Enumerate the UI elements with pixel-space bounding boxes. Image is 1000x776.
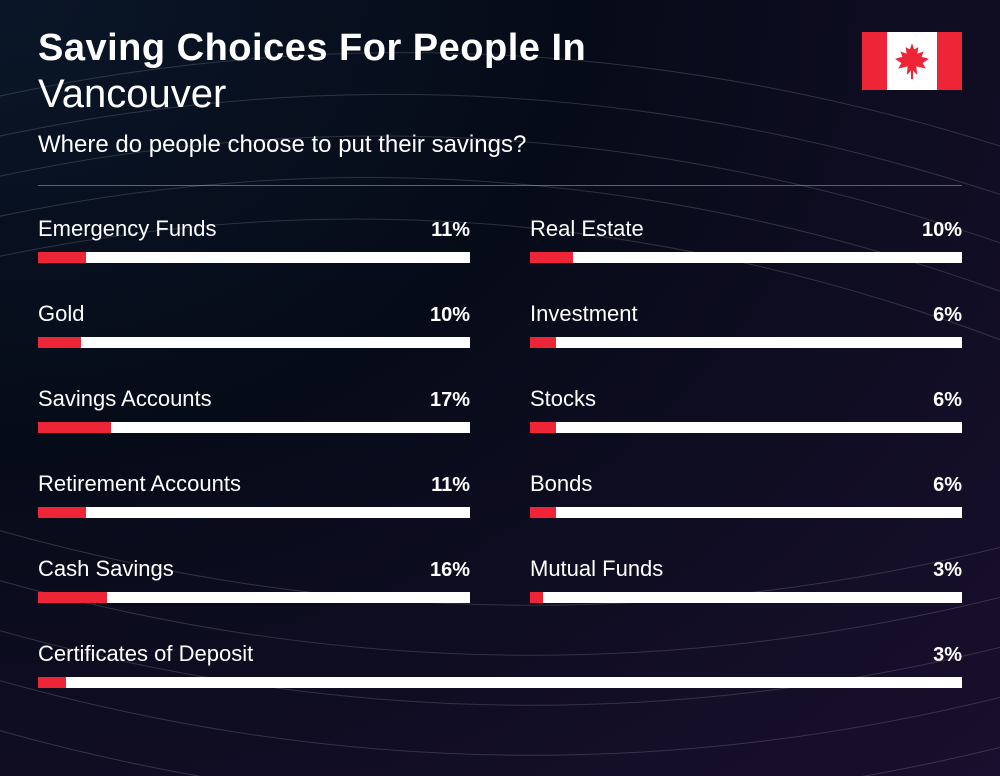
title-line1: Saving Choices For People In [38, 28, 862, 70]
chart-item: Investment 6% [530, 301, 962, 348]
bar-track [530, 592, 962, 603]
subtitle: Where do people choose to put their savi… [38, 131, 862, 159]
bar-track [38, 507, 470, 518]
chart-item-label: Real Estate [530, 216, 644, 242]
chart-item-label: Gold [38, 301, 84, 327]
chart-item-value: 10% [922, 219, 962, 242]
bar-track [38, 677, 962, 688]
chart-item-label: Mutual Funds [530, 556, 663, 582]
chart-item-value: 6% [933, 474, 962, 497]
bar-fill [38, 337, 81, 348]
chart-grid: Emergency Funds 11% Real Estate 10% Gold 10% I… [38, 216, 962, 688]
chart-item-label: Savings Accounts [38, 386, 212, 412]
bar-fill [38, 507, 86, 518]
bar-track [530, 507, 962, 518]
chart-item-value: 3% [933, 559, 962, 582]
chart-item-label: Bonds [530, 471, 592, 497]
title-city: Vancouver [38, 72, 862, 117]
bar-fill [38, 677, 66, 688]
chart-item-value: 17% [430, 389, 470, 412]
chart-item-label: Stocks [530, 386, 596, 412]
chart-item-label: Cash Savings [38, 556, 174, 582]
chart-item-value: 10% [430, 304, 470, 327]
bar-fill [530, 592, 543, 603]
bar-track [38, 422, 470, 433]
chart-item-label: Emergency Funds [38, 216, 217, 242]
chart-item-label: Certificates of Deposit [38, 641, 253, 667]
chart-item: Emergency Funds 11% [38, 216, 470, 263]
chart-item: Bonds 6% [530, 471, 962, 518]
bar-track [530, 422, 962, 433]
bar-fill [530, 337, 556, 348]
chart-item: Retirement Accounts 11% [38, 471, 470, 518]
chart-item: Mutual Funds 3% [530, 556, 962, 603]
chart-item: Savings Accounts 17% [38, 386, 470, 433]
bar-fill [38, 252, 86, 263]
chart-item: Stocks 6% [530, 386, 962, 433]
chart-item-value: 16% [430, 559, 470, 582]
chart-item-value: 3% [933, 644, 962, 667]
divider [38, 185, 962, 186]
bar-track [38, 592, 470, 603]
chart-item-value: 6% [933, 304, 962, 327]
bar-track [38, 252, 470, 263]
chart-item-label: Investment [530, 301, 638, 327]
chart-item-label: Retirement Accounts [38, 471, 241, 497]
chart-item-value: 11% [431, 474, 470, 497]
bar-fill [38, 592, 107, 603]
chart-item-value: 6% [933, 389, 962, 412]
chart-item: Gold 10% [38, 301, 470, 348]
bar-fill [530, 422, 556, 433]
chart-item: Real Estate 10% [530, 216, 962, 263]
bar-track [530, 337, 962, 348]
canada-flag-icon [862, 32, 962, 90]
chart-item: Cash Savings 16% [38, 556, 470, 603]
bar-fill [530, 252, 573, 263]
header: Saving Choices For People In Vancouver W… [38, 28, 962, 159]
chart-item: Certificates of Deposit 3% [38, 641, 962, 688]
bar-fill [530, 507, 556, 518]
bar-track [530, 252, 962, 263]
bar-fill [38, 422, 111, 433]
chart-item-value: 11% [431, 219, 470, 242]
bar-track [38, 337, 470, 348]
